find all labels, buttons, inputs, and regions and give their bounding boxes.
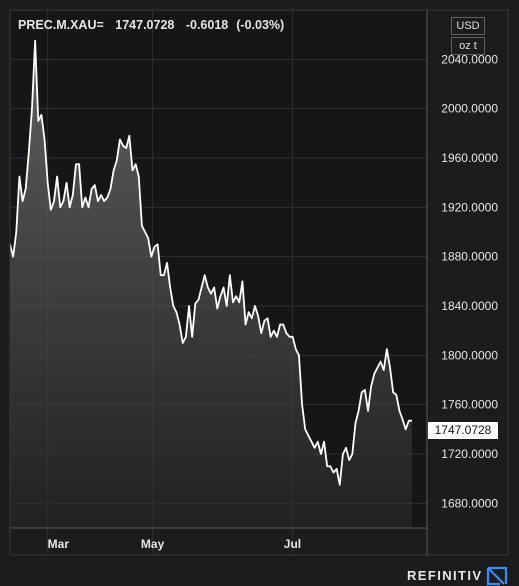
y-tick-label: 1760.0000	[441, 398, 498, 412]
y-tick-label: 1960.0000	[441, 151, 498, 165]
price-line	[9, 39, 412, 486]
quote-header: PREC.M.XAU= 1747.0728 -0.6018 (-0.03%)	[18, 18, 292, 32]
x-axis-labels: Mar May Jul	[48, 537, 301, 551]
x-tick-label: Mar	[48, 537, 70, 551]
unit-button[interactable]: oz t	[451, 37, 485, 55]
last-price-tag: 1747.0728	[428, 422, 498, 439]
y-tick-label: 1720.0000	[441, 447, 498, 461]
last-price: 1747.0728	[115, 18, 175, 32]
y-axis-labels: 2040.0000 2000.0000 1960.0000 1920.0000 1880…	[441, 52, 498, 510]
price-area	[10, 40, 412, 528]
x-tick-label: May	[141, 537, 165, 551]
chart-border	[9, 9, 509, 556]
y-tick-label: 1680.0000	[441, 496, 498, 510]
brand-logo-text: REFINITIV	[407, 568, 483, 583]
refinitiv-logo-icon	[486, 566, 508, 586]
y-tick-label: 1840.0000	[441, 299, 498, 313]
y-tick-label: 1920.0000	[441, 200, 498, 214]
net-change: -0.6018	[185, 18, 229, 32]
pct-change: (-0.03%)	[236, 18, 285, 32]
y-tick-label: 1800.0000	[441, 348, 498, 362]
y-tick-label: 2000.0000	[441, 102, 498, 116]
symbol-label: PREC.M.XAU=	[18, 18, 104, 32]
y-tick-label: 1880.0000	[441, 250, 498, 264]
x-tick-label: Jul	[284, 537, 301, 551]
y-tick-label: 2040.0000	[441, 52, 498, 66]
currency-button[interactable]: USD	[451, 17, 485, 35]
